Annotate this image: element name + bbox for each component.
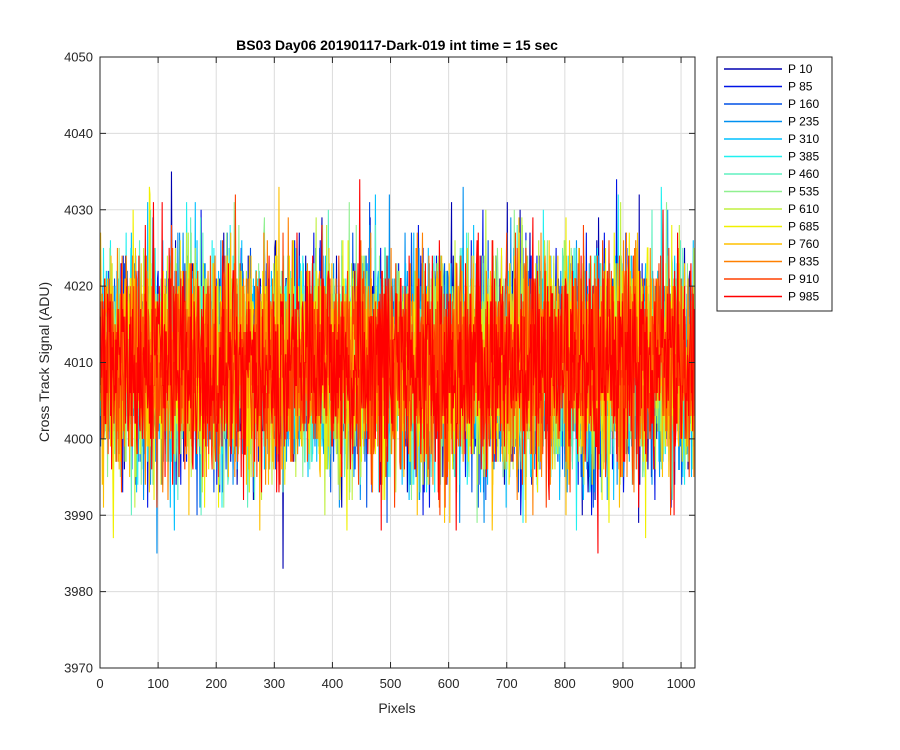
legend-label: P 460 bbox=[788, 167, 819, 181]
y-tick-label: 3980 bbox=[64, 584, 93, 599]
x-tick-label: 400 bbox=[322, 676, 344, 691]
legend-label: P 310 bbox=[788, 132, 819, 146]
legend-label: P 160 bbox=[788, 97, 819, 111]
y-tick-label: 3970 bbox=[64, 661, 93, 676]
series-layer bbox=[100, 171, 695, 569]
y-tick-label: 4010 bbox=[64, 355, 93, 370]
y-tick-label: 3990 bbox=[64, 508, 93, 523]
x-axis-label: Pixels bbox=[378, 700, 415, 716]
x-tick-label: 500 bbox=[380, 676, 402, 691]
legend: P 10 P 85 P 160 P 235 P 310 P 385 P 460 P 535 P … bbox=[716, 56, 833, 312]
tick-marks bbox=[99, 56, 695, 669]
series-line-p910 bbox=[100, 194, 695, 516]
legend-label: P 235 bbox=[788, 115, 819, 129]
x-tick-label: 100 bbox=[147, 676, 169, 691]
x-tick-label: 300 bbox=[263, 676, 285, 691]
series-viewport bbox=[100, 171, 695, 569]
legend-label: P 10 bbox=[788, 62, 813, 76]
y-tick-label: 4050 bbox=[64, 50, 93, 65]
legend-label: P 535 bbox=[788, 185, 819, 199]
legend-box bbox=[716, 56, 833, 312]
x-tick-label: 700 bbox=[496, 676, 518, 691]
legend-items: P 10 P 85 P 160 P 235 P 310 P 385 P 460 P 535 P … bbox=[724, 62, 819, 304]
legend-label: P 910 bbox=[788, 272, 819, 286]
chart-title: BS03 Day06 20190117-Dark-019 int time = … bbox=[236, 37, 558, 53]
tick-labels: 0 100 200 300 400 500 600 700 800 900 1000 3970 3980… bbox=[64, 50, 695, 692]
legend-label: P 985 bbox=[788, 290, 819, 304]
legend-label: P 610 bbox=[788, 202, 819, 216]
y-tick-label: 4040 bbox=[64, 126, 93, 141]
x-tick-label: 600 bbox=[438, 676, 460, 691]
y-tick-label: 4000 bbox=[64, 431, 93, 446]
x-tick-label: 900 bbox=[612, 676, 634, 691]
x-tick-label: 800 bbox=[554, 676, 576, 691]
legend-label: P 760 bbox=[788, 237, 819, 251]
series-line-p985 bbox=[100, 179, 695, 554]
legend-label: P 835 bbox=[788, 255, 819, 269]
legend-label: P 385 bbox=[788, 150, 819, 164]
x-tick-label: 200 bbox=[205, 676, 227, 691]
legend-label: P 85 bbox=[788, 80, 813, 94]
y-tick-label: 4020 bbox=[64, 279, 93, 294]
legend-label: P 685 bbox=[788, 220, 819, 234]
y-axis-label: Cross Track Signal (ADU) bbox=[36, 282, 52, 442]
x-tick-label: 0 bbox=[96, 676, 103, 691]
x-tick-label: 1000 bbox=[667, 676, 696, 691]
plot-area: 0 100 200 300 400 500 600 700 800 900 1000 3970 3980… bbox=[64, 50, 695, 692]
y-tick-label: 4030 bbox=[64, 202, 93, 217]
